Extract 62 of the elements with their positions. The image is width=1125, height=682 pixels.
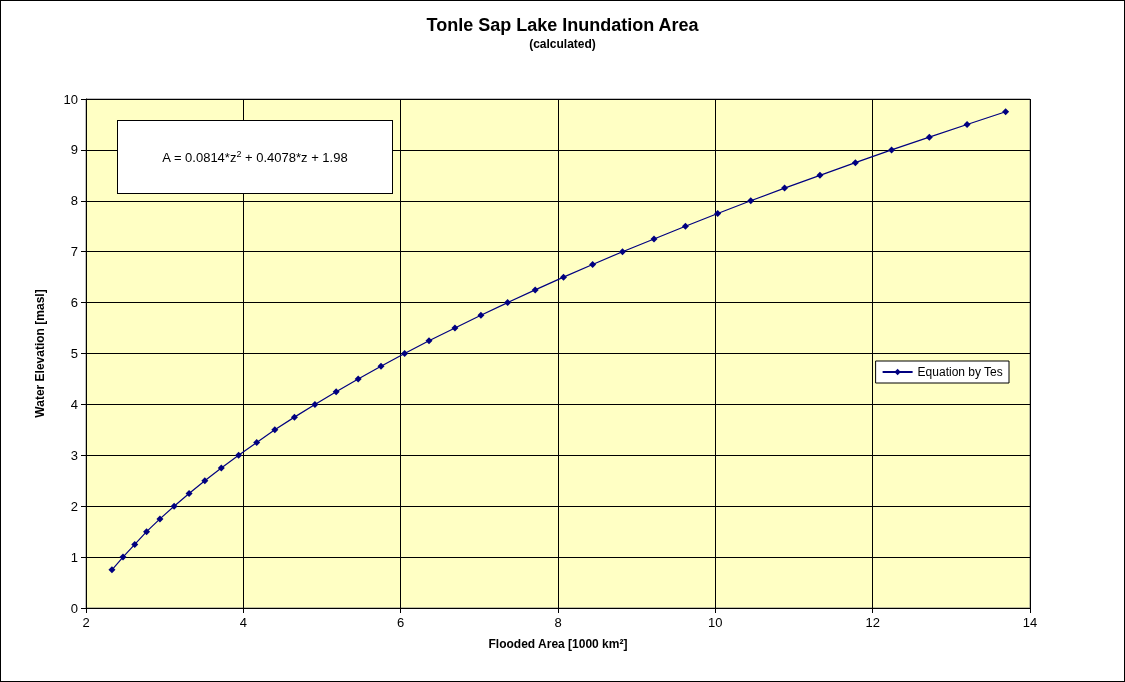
point [201,477,209,485]
point [131,540,139,548]
text-box: A = 0.0814*z$^{2}$ + 0.4078*z + 1.98 [117,120,393,194]
y-tick-label: 9 [70,142,78,158]
point [619,248,627,256]
point [401,350,409,357]
point [290,413,298,421]
annotation: A = 0.0814*z$^{2}$ + 0.4078*z + 1.98 [162,148,348,166]
point [851,159,859,167]
point [425,337,433,345]
point [650,235,658,243]
x-axis-title: Flooded Area [1000 km²] [488,637,628,651]
point [354,375,362,383]
point [963,120,971,128]
x-tick-label: 10 [708,615,723,630]
x-tick-label: 12 [865,615,880,630]
point [477,311,485,319]
point [156,515,164,523]
point [560,273,568,281]
point [332,388,340,396]
y-tick-label: 5 [70,346,78,361]
chart-title: Tonle Sap Lake Inundation Area [426,15,700,35]
y-tick-label: 1 [70,549,78,565]
y-tick-label: 8 [70,193,78,209]
y-tick-label: 0 [70,600,78,616]
point [531,286,539,294]
y-tick-label: 6 [70,295,78,311]
y-tick-label: 10 [63,91,78,107]
point [253,439,261,447]
point [1002,108,1010,116]
x-tick-label: 6 [397,615,405,630]
point [781,184,789,192]
point [119,553,127,561]
y-tick-label: 7 [70,244,78,260]
point [235,451,243,459]
point [589,260,597,268]
point [888,146,896,154]
point [271,426,279,434]
point [170,502,178,510]
legend-label: Equation by Tes [917,365,1003,379]
y-tick-label: 4 [70,396,78,412]
point [714,210,722,218]
point [816,171,824,179]
x-tick-label: 4 [239,615,247,630]
y-tick-label: 2 [70,498,78,514]
y-tick-label: 3 [70,447,78,463]
point [451,324,459,332]
point [925,133,933,141]
x-tick-label: 14 [1022,615,1038,630]
point [504,299,512,307]
x-tick-label: 8 [554,615,562,630]
point [108,566,116,574]
point [681,222,689,230]
point [143,528,151,536]
point [217,464,225,472]
x-tick-label: 2 [82,615,90,630]
chart-subtitle: (calculated) [529,37,596,51]
point [185,489,193,497]
point [747,197,755,205]
point [377,362,385,370]
y-axis-title: Water Elevation [masl] [33,289,47,418]
point [311,400,319,408]
